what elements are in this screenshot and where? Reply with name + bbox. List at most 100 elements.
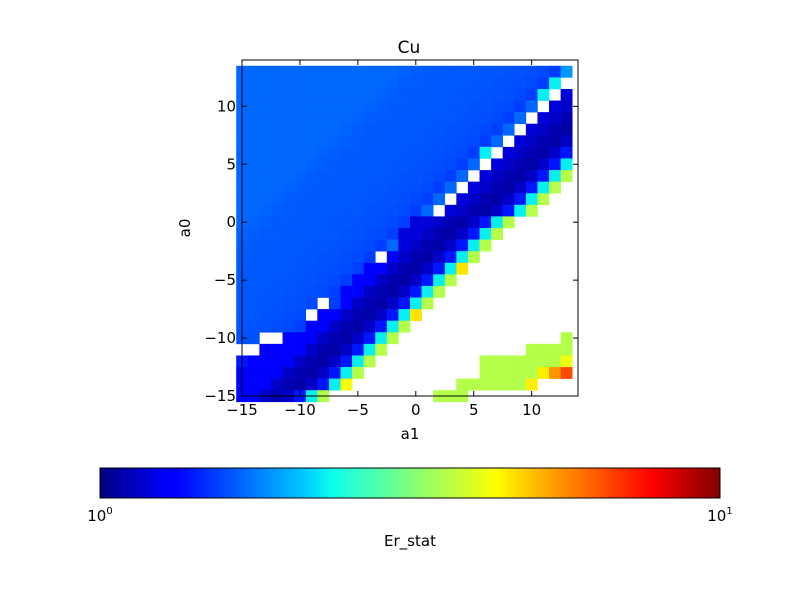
heatmap-cell [352, 228, 364, 240]
heatmap-cell [270, 204, 283, 217]
heatmap-cell [467, 146, 480, 159]
heatmap-cell [398, 204, 411, 217]
heatmap-cell [398, 123, 411, 136]
heatmap-cell [363, 332, 376, 345]
heatmap-cell [305, 77, 318, 90]
heatmap-cell [270, 378, 283, 391]
heatmap-cell [398, 158, 411, 171]
heatmap-cell [375, 309, 388, 321]
heatmap-cell [305, 367, 318, 379]
heatmap-cell [433, 100, 446, 113]
heatmap-cell [386, 251, 399, 264]
heatmap-cell [270, 262, 283, 275]
heatmap-cell [340, 251, 353, 264]
heatmap-cell [433, 77, 446, 90]
heatmap-cell [259, 100, 272, 113]
heatmap-cell [270, 146, 283, 159]
heatmap-cell [502, 181, 515, 194]
heatmap-cell [467, 378, 480, 391]
heatmap-cell [549, 367, 561, 379]
heatmap-cell [456, 100, 469, 113]
heatmap-cell [340, 262, 353, 275]
heatmap-cell [444, 77, 457, 90]
heatmap-cell [340, 274, 353, 287]
heatmap-cell [247, 100, 260, 113]
colorbar-tick-max-base: 10 [707, 507, 726, 525]
heatmap-cell [537, 158, 550, 171]
heatmap-cell [363, 216, 376, 229]
heatmap-cell [259, 239, 272, 252]
heatmap-cell [444, 112, 457, 125]
heatmap-cell [352, 239, 364, 252]
heatmap-cell [363, 297, 376, 310]
heatmap-cell [525, 100, 538, 113]
heatmap-cell [305, 228, 318, 240]
heatmap-cell [317, 251, 330, 264]
heatmap-cell [410, 297, 422, 310]
heatmap-cell [398, 135, 411, 148]
heatmap-cell [270, 309, 283, 321]
heatmap-cell [282, 193, 295, 206]
heatmap-cell [444, 262, 457, 275]
heatmap-cell [514, 193, 527, 206]
heatmap-cell [328, 146, 341, 159]
heatmap-cell [363, 320, 376, 333]
heatmap-cell [328, 239, 341, 252]
heatmap-cell [247, 251, 260, 264]
heatmap-cell [386, 88, 399, 101]
heatmap-cell [352, 123, 364, 136]
heatmap-cell [537, 65, 550, 78]
heatmap-cell [259, 65, 272, 78]
colorbar [99, 467, 721, 499]
heatmap-cell [456, 193, 469, 206]
heatmap-cell [398, 100, 411, 113]
heatmap-cell [259, 285, 272, 298]
heatmap-cell [456, 146, 469, 159]
heatmap-cell [247, 228, 260, 240]
heatmap-cell [317, 181, 330, 194]
heatmap-cell [294, 193, 307, 206]
heatmap-cell [294, 297, 307, 310]
heatmap-cell [247, 65, 260, 78]
heatmap-cell [398, 193, 411, 206]
heatmap-cell [294, 367, 307, 379]
heatmap-cell [479, 216, 492, 229]
heatmap-cell [317, 158, 330, 171]
heatmap-cell [398, 239, 411, 252]
heatmap-cell [294, 262, 307, 275]
heatmap-cell [352, 170, 364, 182]
heatmap-cells [236, 65, 573, 403]
heatmap-cell [282, 367, 295, 379]
heatmap-cell [305, 170, 318, 182]
heatmap-cell [375, 181, 388, 194]
heatmap-cell [294, 216, 307, 229]
heatmap-cell [386, 100, 399, 113]
heatmap-cell [502, 158, 515, 171]
heatmap-cell [328, 274, 341, 287]
heatmap-cell [305, 216, 318, 229]
heatmap-cell [259, 170, 272, 182]
heatmap-cell [525, 158, 538, 171]
heatmap-cell [386, 309, 399, 321]
heatmap-cell [282, 135, 295, 148]
heatmap-cell [479, 378, 492, 391]
heatmap-cell [282, 320, 295, 333]
heatmap-cell [525, 193, 538, 206]
heatmap-cell [340, 297, 353, 310]
heatmap-cell [270, 135, 283, 148]
heatmap-cell [317, 135, 330, 148]
heatmap-cell [537, 135, 550, 148]
heatmap-cell [282, 158, 295, 171]
heatmap-cell [410, 228, 422, 240]
heatmap-cell [352, 297, 364, 310]
heatmap-cell [247, 367, 260, 379]
heatmap-cell [514, 88, 527, 101]
heatmap-cell [549, 65, 561, 78]
heatmap-cell [340, 367, 353, 379]
heatmap-cell [549, 112, 561, 125]
heatmap-cell [305, 297, 318, 310]
heatmap-cell [525, 355, 538, 368]
heatmap-cell [537, 367, 550, 379]
heatmap-cell [328, 193, 341, 206]
heatmap-cell [328, 262, 341, 275]
